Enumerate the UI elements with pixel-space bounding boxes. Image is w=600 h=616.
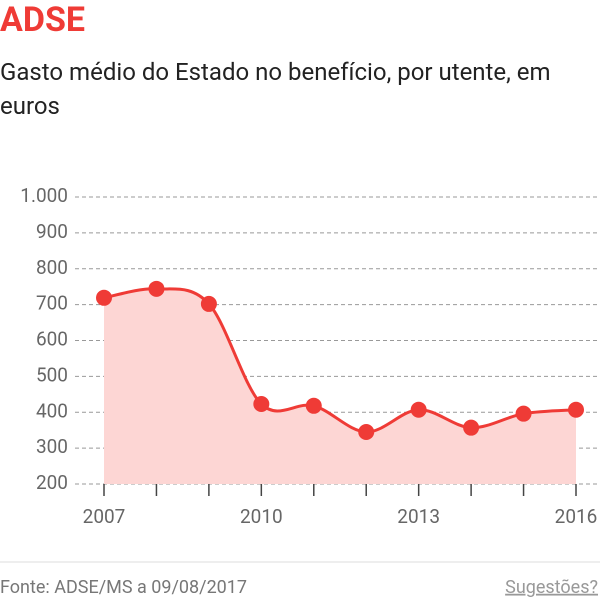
point (358, 423, 375, 440)
y-tick-label: 500 (36, 363, 68, 386)
line (103, 287, 577, 434)
suggestions-link[interactable]: Sugestões? (505, 577, 598, 598)
point (96, 289, 112, 306)
x-tick-label: 2007 (83, 505, 126, 528)
y-tick-label: 900 (36, 220, 68, 243)
point (463, 419, 480, 436)
y-tick-label: 400 (36, 399, 68, 422)
y-tick-label: 200 (36, 471, 68, 494)
point (148, 280, 165, 297)
y-tick-label: 300 (36, 435, 68, 458)
source: Fonte: ADSE/MS a 09/08/2017 (0, 577, 247, 598)
chart-subtitle: Gasto médio do Estado no benefício, por … (0, 58, 551, 120)
subtitle-box: Gasto médio do Estado no benefício, por … (0, 58, 551, 120)
x-tick-label: 2016 (555, 505, 598, 528)
area (104, 288, 576, 484)
y-tick-label: 700 (36, 292, 68, 315)
x-tick-label: 2013 (397, 505, 440, 528)
point (515, 405, 532, 422)
y-tick-label: 1.000 (20, 184, 68, 207)
x-tick-label: 2010 (240, 505, 283, 528)
point (200, 295, 217, 312)
y-tick-label: 600 (36, 328, 68, 351)
point (410, 401, 427, 418)
y-tick-label: 800 (36, 256, 68, 279)
point (568, 401, 584, 418)
point (305, 397, 322, 414)
point (253, 395, 270, 412)
chart-title: ADSE (0, 0, 85, 40)
